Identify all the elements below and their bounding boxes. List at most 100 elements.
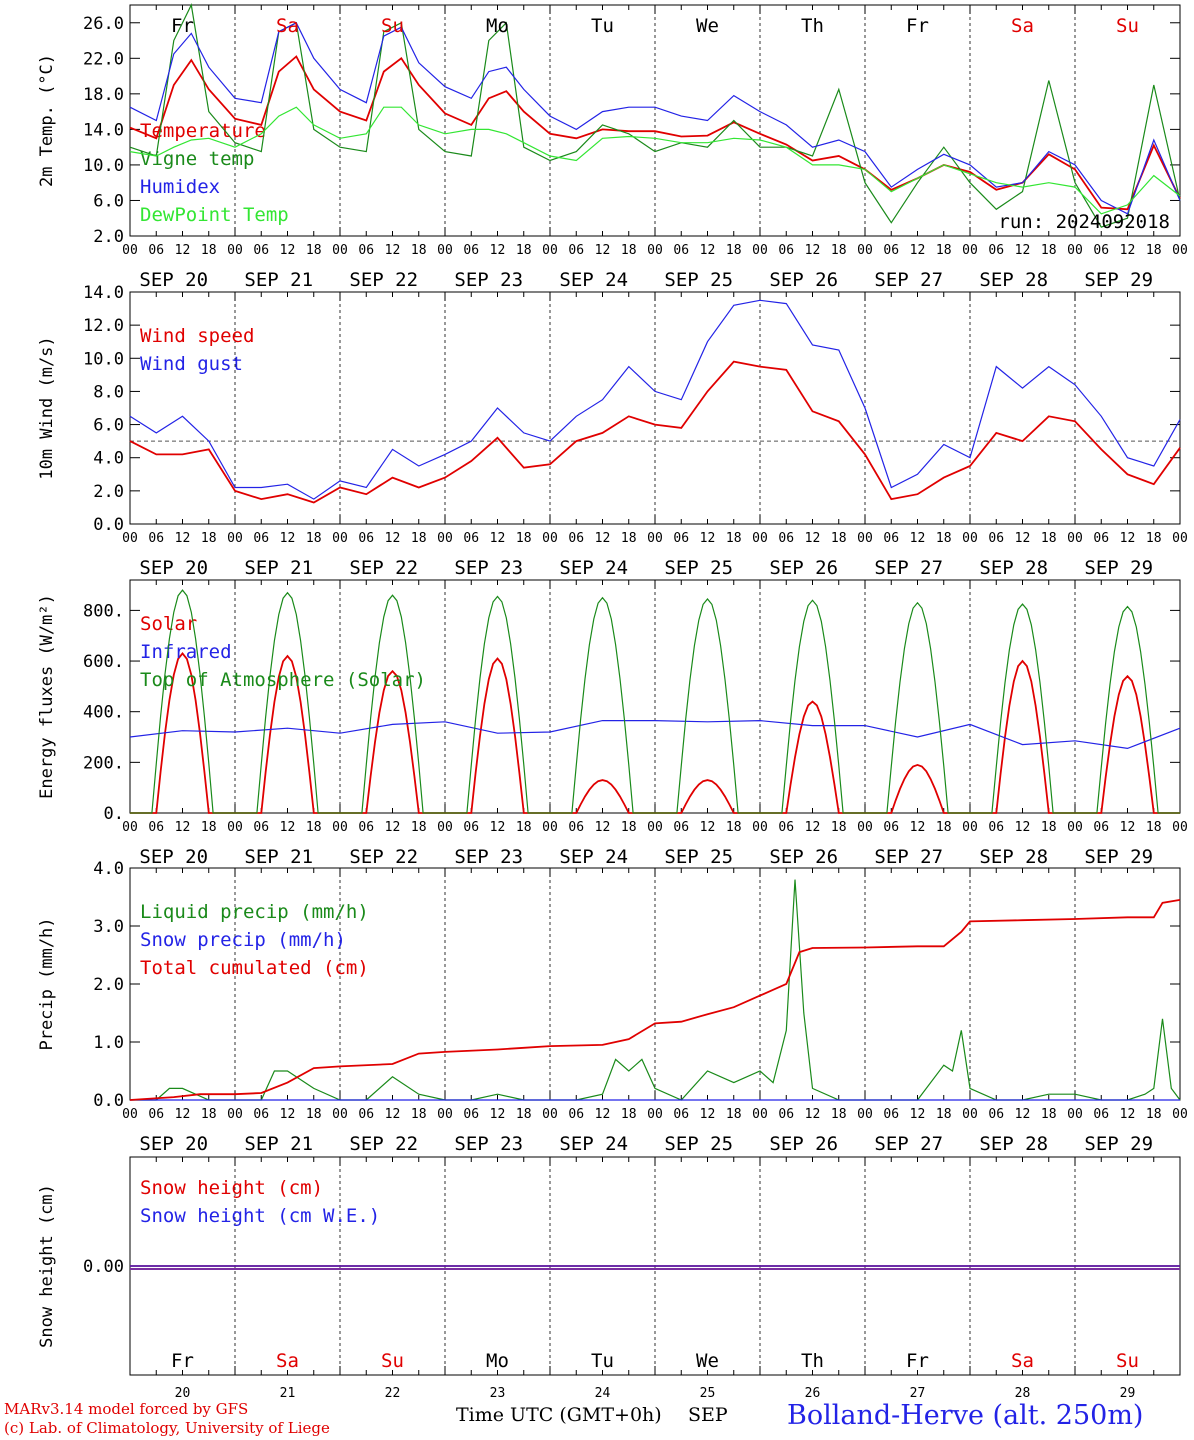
hour-label: 00	[1172, 1107, 1188, 1122]
hour-label: 12	[280, 1107, 296, 1122]
day-number-label: 28	[1015, 1386, 1031, 1401]
hour-label: 06	[568, 243, 584, 258]
hour-label: 00	[332, 820, 348, 835]
legend-entry: Solar	[140, 613, 197, 635]
hour-label: 00	[542, 820, 558, 835]
date-label: SEP 26	[769, 1133, 838, 1155]
day-of-week-label: Fr	[171, 15, 194, 37]
hour-label: 06	[463, 531, 479, 546]
hour-label: 12	[1015, 1107, 1031, 1122]
day-number-label: 20	[175, 1386, 191, 1401]
hour-label: 06	[253, 820, 269, 835]
panel-4: 0.0 1.0 2.0 3.0 4.0 Precip (mm/h) Liquid preci…	[37, 859, 1188, 1155]
date-label: SEP 27	[874, 557, 943, 579]
hour-label: 12	[910, 1107, 926, 1122]
hour-label: 18	[516, 531, 532, 546]
hour-label: 18	[1146, 531, 1162, 546]
y-tick-label: 600.	[83, 652, 124, 672]
date-label: SEP 28	[979, 1133, 1048, 1155]
day-number-label: 21	[280, 1386, 296, 1401]
day-of-week-label: Tu	[591, 1350, 614, 1372]
hour-label: 00	[227, 243, 243, 258]
hour-label: 18	[201, 531, 217, 546]
hour-label: 12	[700, 1107, 716, 1122]
hour-label: 18	[516, 243, 532, 258]
hour-label: 00	[227, 1107, 243, 1122]
hour-label: 18	[726, 1107, 742, 1122]
hour-label: 06	[358, 531, 374, 546]
legend-entry: Vigne temp	[140, 148, 254, 170]
hour-label: 06	[358, 820, 374, 835]
hour-label: 00	[437, 243, 453, 258]
y-tick-label: 3.0	[93, 917, 124, 937]
date-label: SEP 22	[349, 269, 418, 291]
hour-label: 12	[805, 820, 821, 835]
hour-label: 06	[778, 243, 794, 258]
hour-label: 00	[122, 1107, 138, 1122]
date-label: SEP 21	[244, 557, 313, 579]
hour-label: 12	[175, 243, 191, 258]
hour-label: 12	[700, 820, 716, 835]
hour-label: 00	[332, 1107, 348, 1122]
hour-label: 18	[831, 243, 847, 258]
date-label: SEP 23	[454, 846, 523, 868]
hour-label: 12	[490, 1107, 506, 1122]
hour-label: 06	[778, 820, 794, 835]
hour-label: 12	[385, 820, 401, 835]
hour-label: 12	[1015, 531, 1031, 546]
hour-label: 00	[752, 1107, 768, 1122]
hour-label: 00	[437, 820, 453, 835]
legend-entry: Total cumulated (cm)	[140, 957, 369, 979]
hour-label: 18	[1146, 820, 1162, 835]
date-label: SEP 28	[979, 846, 1048, 868]
date-label: SEP 20	[139, 269, 208, 291]
hour-label: 12	[1120, 531, 1136, 546]
series-line-temperature	[129, 55, 1181, 211]
y-tick-label: 6.0	[93, 191, 124, 211]
date-label: SEP 26	[769, 557, 838, 579]
day-number-label: 23	[490, 1386, 506, 1401]
hour-label: 06	[463, 243, 479, 258]
legend-entry: Wind speed	[140, 325, 254, 347]
hour-label: 12	[595, 1107, 611, 1122]
hour-label: 06	[883, 531, 899, 546]
y-tick-label: 400.	[83, 703, 124, 723]
date-label: SEP 29	[1084, 557, 1153, 579]
y-tick-label: 4.0	[93, 859, 124, 879]
hour-label: 18	[411, 243, 427, 258]
day-of-week-label: Su	[1116, 1350, 1139, 1372]
hour-label: 12	[700, 243, 716, 258]
date-label: SEP 24	[559, 557, 628, 579]
y-tick-label: 2.0	[93, 975, 124, 995]
hour-label: 12	[490, 243, 506, 258]
hour-label: 06	[358, 1107, 374, 1122]
day-of-week-label: Tu	[591, 15, 614, 37]
hour-label: 00	[542, 531, 558, 546]
date-label: SEP 29	[1084, 1133, 1153, 1155]
hour-label: 18	[516, 1107, 532, 1122]
y-tick-label: 12.0	[83, 316, 124, 336]
day-number-label: 27	[910, 1386, 926, 1401]
hour-label: 06	[253, 531, 269, 546]
legend-entry: Snow precip (mm/h)	[140, 929, 346, 951]
hour-label: 06	[673, 1107, 689, 1122]
legend-entry: Liquid precip (mm/h)	[140, 901, 369, 923]
y-tick-label: 10.0	[83, 349, 124, 369]
y-tick-label: 18.0	[83, 85, 124, 105]
hour-label: 06	[148, 243, 164, 258]
hour-label: 00	[752, 243, 768, 258]
hour-label: 00	[857, 820, 873, 835]
hour-label: 12	[595, 243, 611, 258]
hour-label: 00	[542, 1107, 558, 1122]
date-label: SEP 27	[874, 846, 943, 868]
day-of-week-label: Sa	[1011, 1350, 1034, 1372]
hour-label: 06	[883, 1107, 899, 1122]
hour-label: 00	[647, 243, 663, 258]
day-of-week-label: Th	[801, 1350, 824, 1372]
hour-label: 12	[700, 531, 716, 546]
hour-label: 00	[1067, 820, 1083, 835]
hour-label: 18	[411, 531, 427, 546]
legend-entry: Top of Atmosphere (Solar)	[140, 669, 426, 691]
hour-label: 00	[332, 243, 348, 258]
day-of-week-label: Mo	[486, 1350, 509, 1372]
